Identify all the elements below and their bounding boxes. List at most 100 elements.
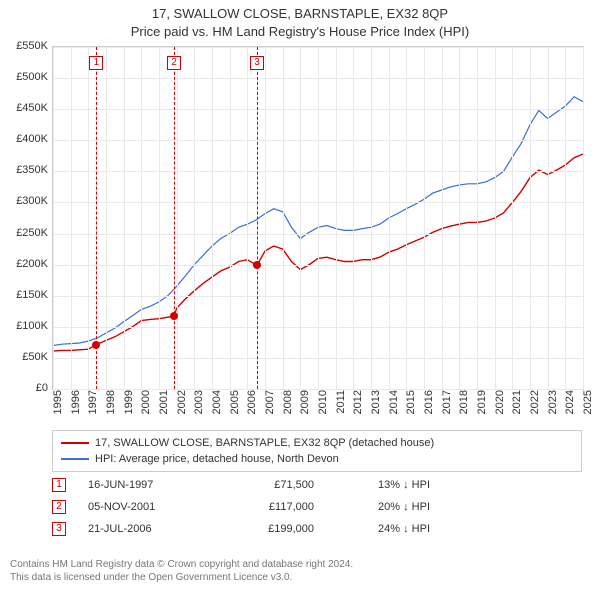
gridline-v — [194, 47, 195, 389]
gridline-v — [159, 47, 160, 389]
sale-marker-line — [96, 47, 97, 389]
sale-delta: 24% ↓ HPI — [330, 523, 430, 535]
gridline-v — [336, 47, 337, 389]
x-tick-label: 2005 — [229, 390, 241, 414]
gridline-v — [265, 47, 266, 389]
chart-wrap: 17, SWALLOW CLOSE, BARNSTAPLE, EX32 8QP … — [0, 0, 600, 590]
gridline-v — [141, 47, 142, 389]
x-tick-label: 2022 — [529, 390, 541, 414]
legend-item-subject: 17, SWALLOW CLOSE, BARNSTAPLE, EX32 8QP … — [61, 435, 573, 451]
sale-marker-line — [257, 47, 258, 389]
sale-marker-1: 1 — [52, 478, 66, 492]
gridline-v — [442, 47, 443, 389]
gridline-v — [124, 47, 125, 389]
x-tick-label: 2008 — [282, 390, 294, 414]
gridline-v — [177, 47, 178, 389]
sale-date: 05-NOV-2001 — [88, 501, 208, 513]
x-tick-label: 2018 — [458, 390, 470, 414]
footer-line-2: This data is licensed under the Open Gov… — [10, 571, 590, 584]
gridline-v — [353, 47, 354, 389]
x-tick-label: 2013 — [370, 390, 382, 414]
gridline-v — [389, 47, 390, 389]
x-tick-label: 2014 — [388, 390, 400, 414]
gridline-v — [106, 47, 107, 389]
y-tick-label: £100K — [16, 320, 48, 332]
sale-price: £117,000 — [224, 501, 314, 513]
x-axis-labels: 1995 1996 1997 1998 1999 2000 2001 2002 2003 2004… — [52, 390, 582, 428]
x-tick-label: 2010 — [317, 390, 329, 414]
x-tick-label: 2019 — [476, 390, 488, 414]
y-tick-label: £500K — [16, 71, 48, 83]
sale-marker-2: 2 — [52, 500, 66, 514]
y-axis-labels: £0£50K£100K£150K£200K£250K£300K£350K£400… — [0, 46, 50, 388]
gridline-v — [283, 47, 284, 389]
legend-item-hpi: HPI: Average price, detached house, Nort… — [61, 451, 573, 467]
y-tick-label: £0 — [36, 382, 48, 394]
gridline-v — [318, 47, 319, 389]
gridline-v — [512, 47, 513, 389]
gridline-v — [406, 47, 407, 389]
chart-title-2: Price paid vs. HM Land Registry's House … — [0, 24, 600, 39]
x-tick-label: 2020 — [494, 390, 506, 414]
x-tick-label: 1995 — [52, 390, 64, 414]
sale-marker-dot — [92, 341, 100, 349]
gridline-v — [424, 47, 425, 389]
sales-table: 1 16-JUN-1997 £71,500 13% ↓ HPI 2 05-NOV… — [52, 474, 582, 540]
sale-marker-3: 3 — [52, 522, 66, 536]
chart-title-1: 17, SWALLOW CLOSE, BARNSTAPLE, EX32 8QP — [0, 6, 600, 21]
sale-delta: 13% ↓ HPI — [330, 479, 430, 491]
gridline-v — [371, 47, 372, 389]
sale-date: 16-JUN-1997 — [88, 479, 208, 491]
sale-marker-dot — [253, 261, 261, 269]
x-tick-label: 2007 — [264, 390, 276, 414]
gridline-v — [300, 47, 301, 389]
gridline-v — [459, 47, 460, 389]
table-row: 2 05-NOV-2001 £117,000 20% ↓ HPI — [52, 496, 582, 518]
x-tick-label: 1997 — [87, 390, 99, 414]
sale-marker-box: 3 — [250, 56, 264, 70]
sale-marker-line — [174, 47, 175, 389]
gridline-v — [477, 47, 478, 389]
legend-swatch-hpi — [61, 458, 89, 460]
x-tick-label: 2024 — [564, 390, 576, 414]
gridline-v — [212, 47, 213, 389]
gridline-v — [230, 47, 231, 389]
gridline-v — [530, 47, 531, 389]
x-tick-label: 1996 — [70, 390, 82, 414]
footer-line-1: Contains HM Land Registry data © Crown c… — [10, 558, 590, 571]
y-tick-label: £50K — [22, 351, 48, 363]
sale-price: £71,500 — [224, 479, 314, 491]
sale-marker-box: 2 — [167, 56, 181, 70]
chart-plot-area: 123 — [52, 46, 584, 390]
x-tick-label: 2021 — [511, 390, 523, 414]
y-tick-label: £150K — [16, 289, 48, 301]
y-tick-label: £400K — [16, 133, 48, 145]
gridline-v — [53, 47, 54, 389]
legend-label-hpi: HPI: Average price, detached house, Nort… — [95, 451, 339, 467]
x-tick-label: 2011 — [335, 390, 347, 414]
legend-swatch-subject — [61, 442, 89, 444]
legend: 17, SWALLOW CLOSE, BARNSTAPLE, EX32 8QP … — [52, 430, 582, 472]
x-tick-label: 2009 — [299, 390, 311, 414]
gridline-v — [88, 47, 89, 389]
sale-date: 21-JUL-2006 — [88, 523, 208, 535]
x-tick-label: 1998 — [105, 390, 117, 414]
x-tick-label: 2003 — [193, 390, 205, 414]
x-tick-label: 2016 — [423, 390, 435, 414]
sale-price: £199,000 — [224, 523, 314, 535]
footer: Contains HM Land Registry data © Crown c… — [10, 558, 590, 584]
x-tick-label: 1999 — [123, 390, 135, 414]
x-tick-label: 2012 — [352, 390, 364, 414]
x-tick-label: 2001 — [158, 390, 170, 414]
x-tick-label: 2000 — [140, 390, 152, 414]
gridline-v — [565, 47, 566, 389]
gridline-v — [583, 47, 584, 389]
sale-delta: 20% ↓ HPI — [330, 501, 430, 513]
table-row: 1 16-JUN-1997 £71,500 13% ↓ HPI — [52, 474, 582, 496]
table-row: 3 21-JUL-2006 £199,000 24% ↓ HPI — [52, 518, 582, 540]
y-tick-label: £350K — [16, 164, 48, 176]
x-tick-label: 2002 — [176, 390, 188, 414]
x-tick-label: 2006 — [246, 390, 258, 414]
x-tick-label: 2004 — [211, 390, 223, 414]
y-tick-label: £450K — [16, 102, 48, 114]
